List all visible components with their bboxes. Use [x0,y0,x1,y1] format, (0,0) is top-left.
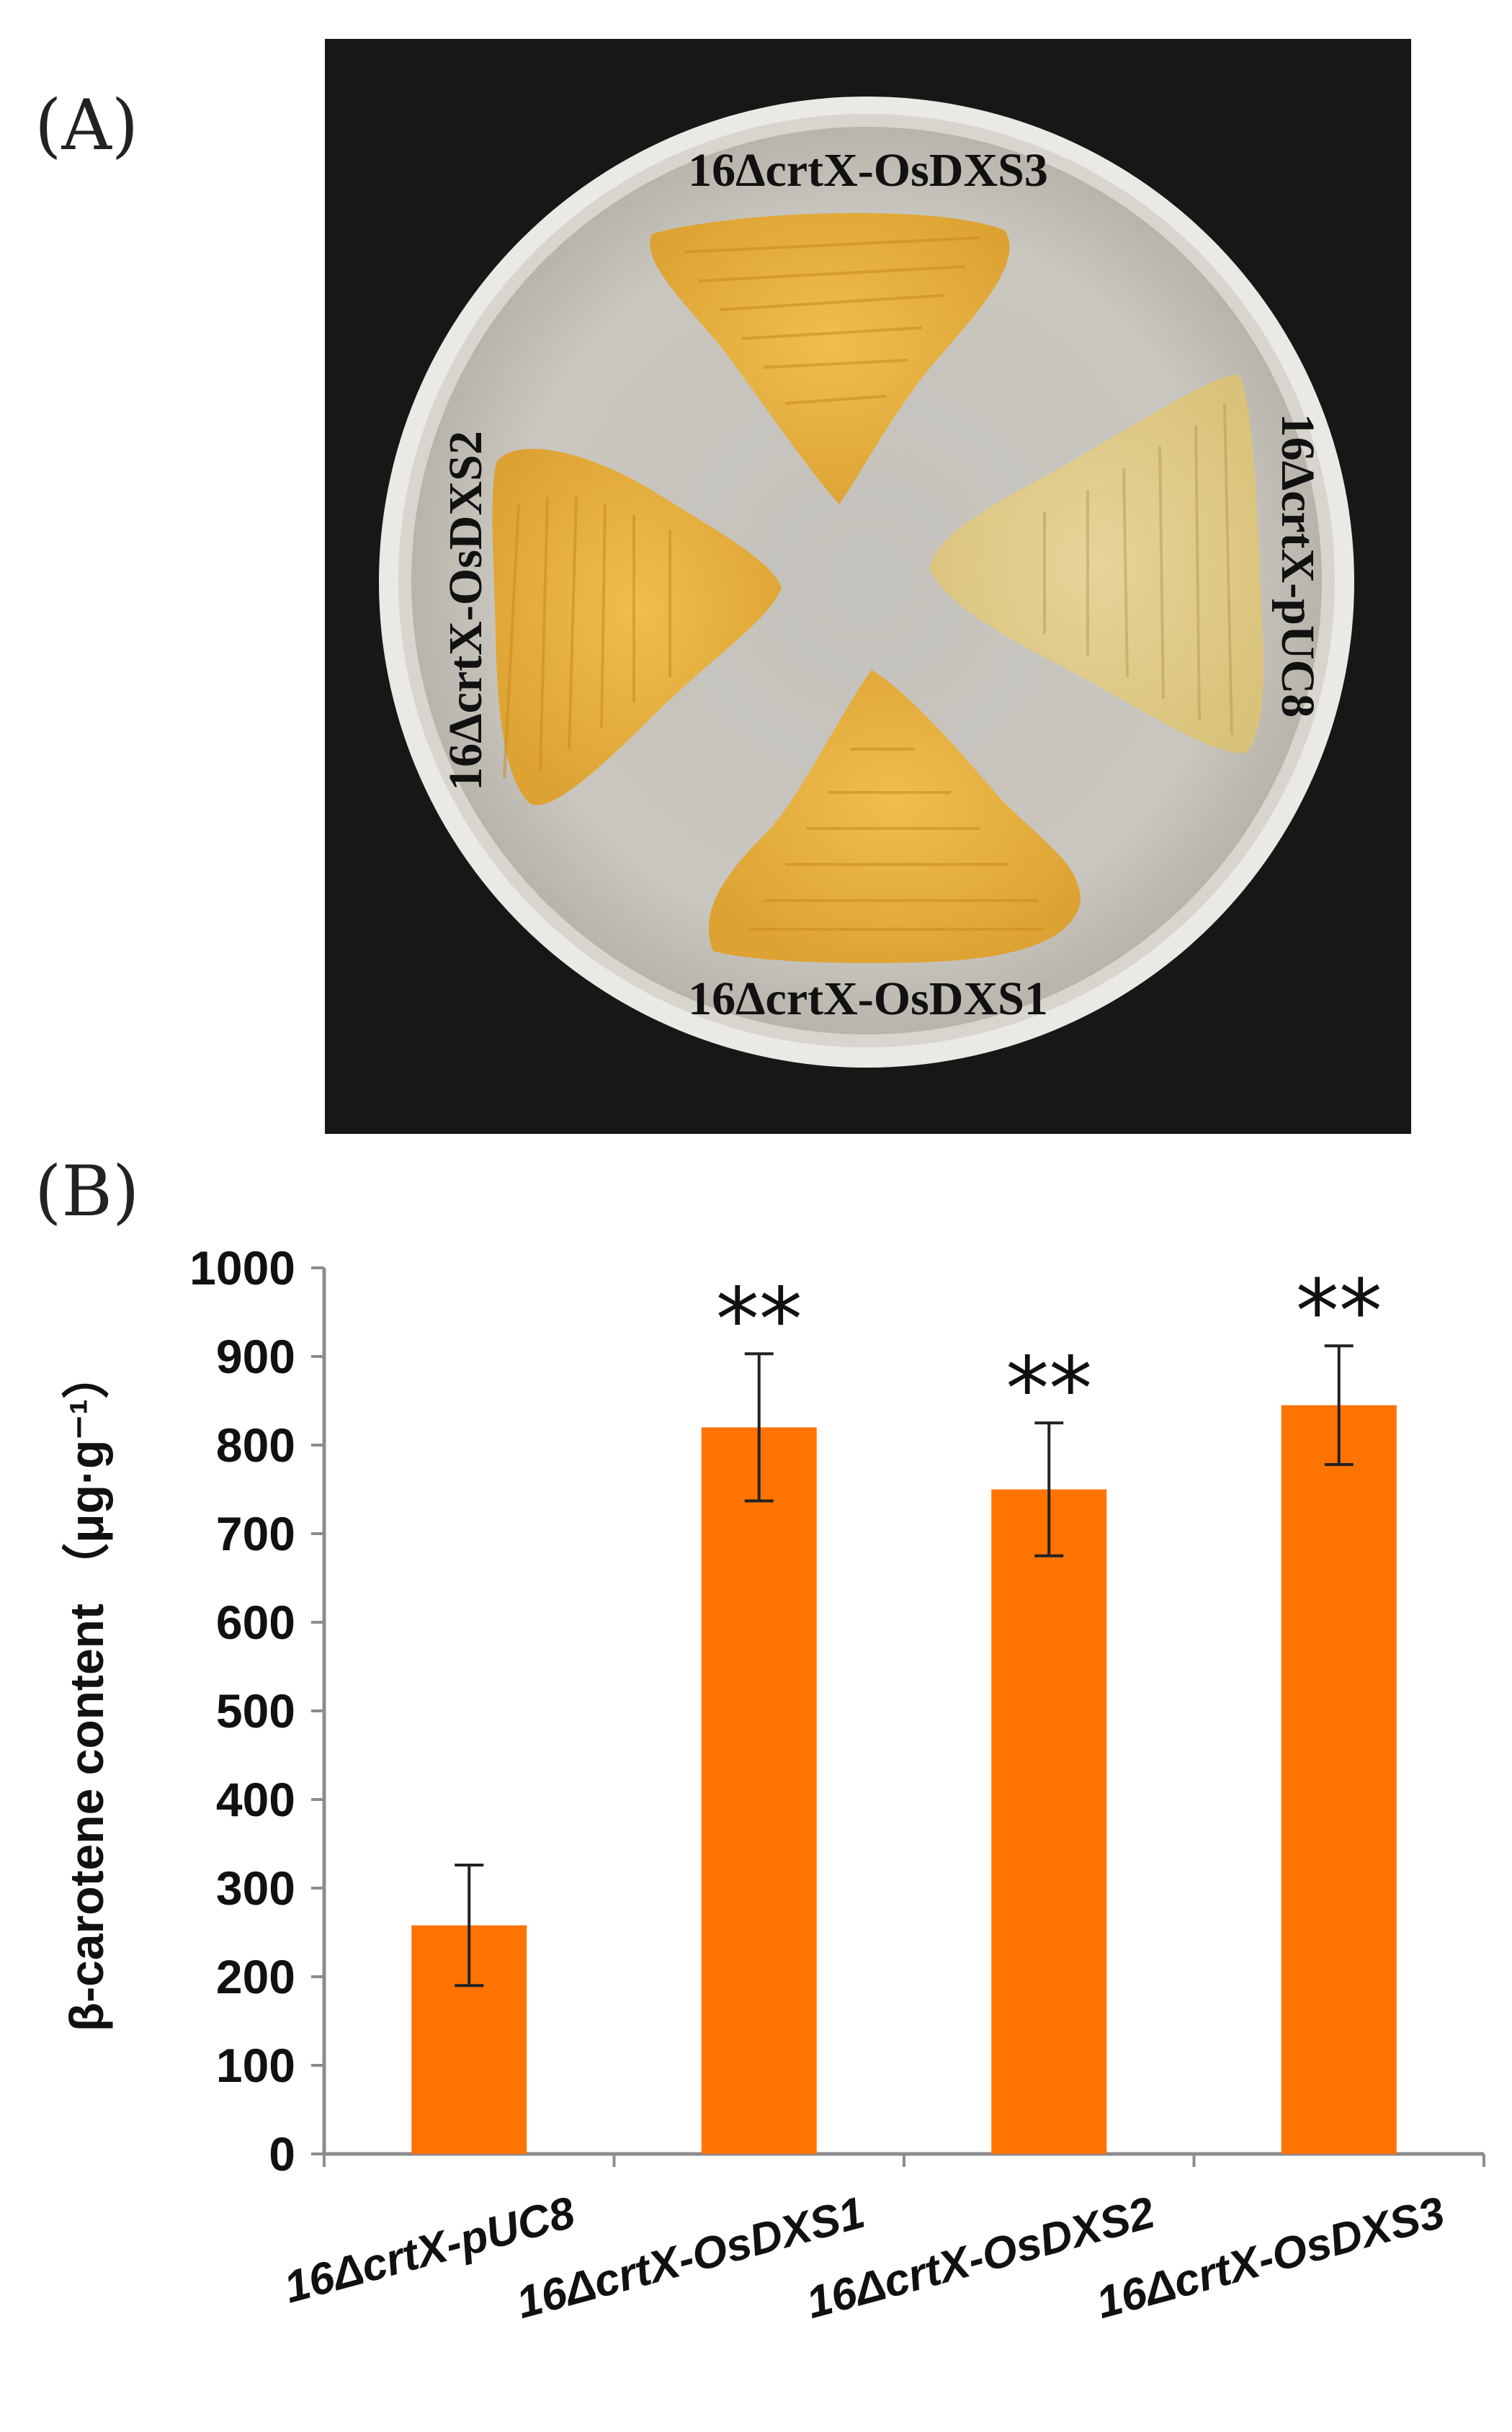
plate-label-top: 16ΔcrtX-OsDXS3 [688,144,1048,197]
panel-label-b: (B) [35,1151,140,1232]
significance-mark: ** [1296,1262,1382,1362]
colony-streaks [503,236,1044,931]
y-axis: 0 100 200 300 400 500 600 700 800 900 1000 [189,1241,326,2181]
y-tick-label: 100 [216,2039,295,2092]
y-tick-label: 400 [216,1773,295,1826]
y-axis-label: β-carotene content （μg·g⁻¹） [60,1351,113,2031]
plate-agar [411,127,1322,1034]
bar [991,1489,1107,2154]
significance-mark: ** [1006,1339,1092,1439]
significance-marks: ** ** ** [716,1262,1382,1439]
y-tick-label: 200 [216,1950,295,2003]
plate-photo: 16ΔcrtX-OsDXS3 16ΔcrtX-OsDXS1 16ΔcrtX-Os… [325,39,1411,1134]
y-tick-label: 500 [216,1684,295,1738]
colony-left [492,448,782,805]
category-labels: 16ΔcrtX-pUC816ΔcrtX-OsDXS116ΔcrtX-OsDXS2… [279,2188,1449,2328]
colony-right [929,375,1263,754]
y-tick-label: 700 [216,1507,295,1560]
y-tick-label: 1000 [189,1241,295,1295]
bar [701,1427,817,2154]
bars [411,1405,1397,2154]
y-tick-label: 900 [216,1330,295,1383]
x-axis [323,2152,1485,2167]
y-tick-label: 800 [216,1418,295,1472]
plate-label-bottom: 16ΔcrtX-OsDXS1 [688,973,1048,1025]
y-tick-label: 300 [216,1861,295,1915]
plate-label-right: 16ΔcrtX-pUC8 [1271,413,1324,718]
panel-label-a: (A) [35,85,139,166]
y-tick-label: 0 [269,2127,295,2181]
plate-label-left: 16ΔcrtX-OsDXS2 [439,431,492,791]
error-bars [455,1344,1354,1988]
y-tick-label: 600 [216,1596,295,1649]
bar [1281,1405,1397,2154]
significance-mark: ** [716,1270,802,1370]
colony-bottom [708,670,1081,963]
colony-streaks-pale [1043,403,1233,736]
colony-top [650,213,1010,504]
